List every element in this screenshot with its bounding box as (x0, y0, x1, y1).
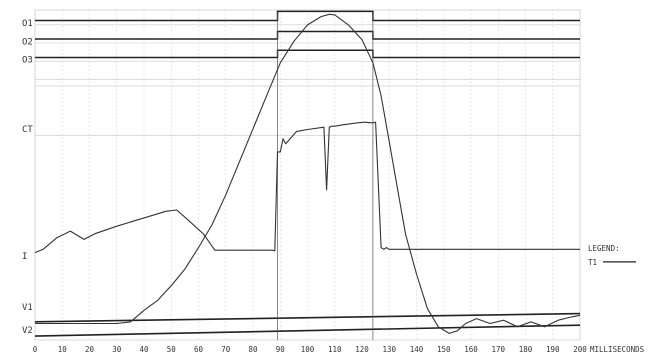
x-tick-label: 110 (328, 345, 342, 354)
reference-line-v2 (34, 324, 581, 337)
x-tick-label: 130 (382, 345, 396, 354)
x-tick-label: 140 (410, 345, 424, 354)
x-tick-label: 120 (355, 345, 369, 354)
x-tick-label: 80 (248, 345, 258, 354)
x-tick-label: 100 (301, 345, 315, 354)
channel-label-v1: V1 (22, 303, 33, 313)
x-tick-label: 10 (58, 345, 68, 354)
x-tick-label: 90 (276, 345, 286, 354)
x-tick-label: 170 (491, 345, 505, 354)
cursor-lines (277, 13, 374, 340)
x-tick-label: 150 (437, 345, 451, 354)
x-tick-label: 200 (573, 345, 587, 354)
channel-label-i: I (22, 252, 27, 262)
x-tick-label: 60 (194, 345, 204, 354)
x-tick-label: 180 (519, 345, 533, 354)
x-tick-label: 160 (464, 345, 478, 354)
channel-labels: O1 O2 O3 CT I V1 V2 (22, 19, 33, 336)
x-axis-label: MILLISECONDS (590, 345, 645, 354)
x-tick-label: 40 (139, 345, 149, 354)
channel-label-o3: O3 (22, 56, 33, 66)
reference-lines (34, 312, 581, 337)
channel-label-ct: CT (22, 125, 33, 135)
x-tick-label: 70 (221, 345, 231, 354)
series-line-t1 (34, 121, 580, 254)
channel-label-o1: O1 (22, 19, 33, 29)
digital-trace-o2 (35, 30, 580, 40)
legend: LEGEND: T1 (588, 244, 636, 267)
digital-trace-o1 (35, 10, 580, 22)
legend-entry-label: T1 (588, 258, 597, 267)
x-tick-label: 0 (33, 345, 38, 354)
digital-channels (35, 10, 580, 59)
channel-label-o2: O2 (22, 37, 33, 47)
x-axis-ticks: 0 10 20 30 40 50 60 70 80 90 100 110 120 130 140 150 160… (33, 345, 645, 354)
legend-title: LEGEND: (588, 244, 620, 253)
data-series (34, 13, 581, 334)
x-tick-label: 20 (85, 345, 95, 354)
reference-line-v1 (34, 312, 581, 323)
x-tick-label: 50 (167, 345, 177, 354)
channel-label-v2: V2 (22, 326, 33, 336)
chart-grid (34, 9, 581, 341)
x-tick-label: 30 (112, 345, 122, 354)
series-line-ct (35, 13, 581, 334)
digital-trace-o3 (35, 49, 580, 59)
x-tick-label: 190 (546, 345, 560, 354)
